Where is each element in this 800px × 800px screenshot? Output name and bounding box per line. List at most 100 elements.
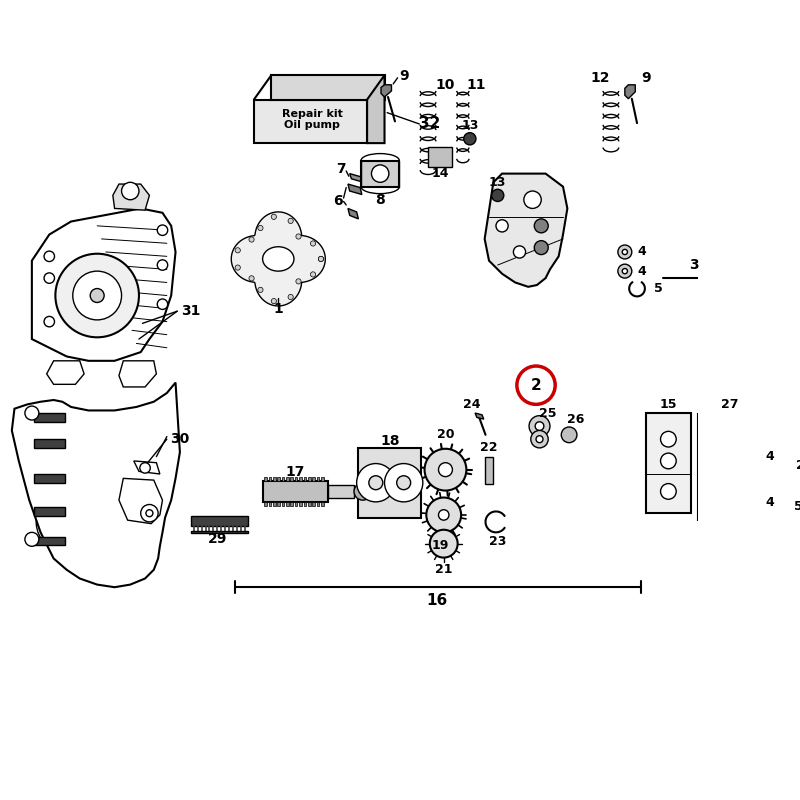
Polygon shape xyxy=(278,477,280,481)
Bar xyxy=(428,147,453,166)
Polygon shape xyxy=(485,174,567,287)
Text: 14: 14 xyxy=(431,167,449,180)
Circle shape xyxy=(235,248,240,253)
Bar xyxy=(34,413,65,422)
Circle shape xyxy=(25,532,39,546)
Text: 4: 4 xyxy=(637,265,646,278)
Circle shape xyxy=(44,251,54,262)
Polygon shape xyxy=(350,174,364,182)
Circle shape xyxy=(73,271,122,320)
Circle shape xyxy=(529,416,550,437)
Text: 1: 1 xyxy=(274,302,283,317)
Bar xyxy=(646,413,691,513)
Circle shape xyxy=(158,260,168,270)
Text: 12: 12 xyxy=(590,71,610,85)
Text: 13: 13 xyxy=(489,176,506,189)
Polygon shape xyxy=(367,75,385,143)
Bar xyxy=(358,448,421,518)
Circle shape xyxy=(766,486,772,491)
Circle shape xyxy=(492,190,504,202)
Circle shape xyxy=(661,431,676,447)
Circle shape xyxy=(141,505,158,522)
Bar xyxy=(34,439,65,448)
Circle shape xyxy=(258,287,263,293)
Circle shape xyxy=(714,270,730,286)
Ellipse shape xyxy=(47,498,104,546)
Polygon shape xyxy=(317,477,319,481)
Circle shape xyxy=(425,449,466,490)
Polygon shape xyxy=(348,209,358,219)
Polygon shape xyxy=(295,502,298,506)
Bar xyxy=(328,486,354,498)
Circle shape xyxy=(146,510,153,517)
Circle shape xyxy=(271,214,277,219)
Polygon shape xyxy=(317,502,319,506)
Polygon shape xyxy=(312,502,315,506)
Circle shape xyxy=(661,453,676,469)
Polygon shape xyxy=(348,184,362,194)
Circle shape xyxy=(438,462,453,477)
Polygon shape xyxy=(299,502,302,506)
Bar xyxy=(717,273,727,283)
Polygon shape xyxy=(134,461,160,474)
Circle shape xyxy=(249,237,254,242)
Circle shape xyxy=(618,264,632,278)
Polygon shape xyxy=(321,477,323,481)
Bar xyxy=(361,161,399,186)
Circle shape xyxy=(661,483,676,499)
Text: 15: 15 xyxy=(660,398,677,411)
Polygon shape xyxy=(303,502,306,506)
Circle shape xyxy=(430,530,458,558)
Polygon shape xyxy=(308,502,310,506)
Polygon shape xyxy=(119,361,156,387)
Polygon shape xyxy=(273,477,276,481)
Circle shape xyxy=(158,225,168,235)
Polygon shape xyxy=(282,502,284,506)
Circle shape xyxy=(271,298,277,304)
Text: 10: 10 xyxy=(436,78,455,92)
Circle shape xyxy=(288,218,294,223)
Circle shape xyxy=(517,366,555,404)
Polygon shape xyxy=(381,85,391,97)
Bar xyxy=(34,537,65,546)
Circle shape xyxy=(44,273,54,283)
Circle shape xyxy=(707,431,723,447)
Polygon shape xyxy=(299,477,302,481)
Polygon shape xyxy=(119,478,162,524)
Text: 5: 5 xyxy=(794,500,800,513)
Circle shape xyxy=(536,436,543,442)
Circle shape xyxy=(734,462,750,478)
Circle shape xyxy=(622,269,627,274)
Text: 18: 18 xyxy=(380,434,399,448)
Circle shape xyxy=(369,476,382,490)
Bar xyxy=(698,414,761,520)
Text: 6: 6 xyxy=(333,194,342,209)
Circle shape xyxy=(496,220,508,232)
Circle shape xyxy=(258,226,263,230)
Bar xyxy=(191,516,248,526)
Circle shape xyxy=(707,462,723,478)
Polygon shape xyxy=(12,382,180,587)
Text: 5: 5 xyxy=(654,282,663,295)
Text: 24: 24 xyxy=(463,398,480,411)
Text: 19: 19 xyxy=(431,539,449,552)
Circle shape xyxy=(397,476,410,490)
Circle shape xyxy=(249,276,254,281)
Circle shape xyxy=(55,254,139,338)
Circle shape xyxy=(25,406,39,420)
Circle shape xyxy=(707,492,723,508)
Circle shape xyxy=(288,294,294,299)
Text: 9: 9 xyxy=(641,71,650,85)
Circle shape xyxy=(158,299,168,310)
Circle shape xyxy=(535,422,544,430)
Text: 27: 27 xyxy=(721,398,738,411)
Polygon shape xyxy=(46,361,84,384)
Polygon shape xyxy=(290,502,293,506)
Circle shape xyxy=(766,467,772,472)
Polygon shape xyxy=(321,502,323,506)
Circle shape xyxy=(235,265,240,270)
Polygon shape xyxy=(625,85,635,98)
Text: 29: 29 xyxy=(208,532,227,546)
Circle shape xyxy=(464,133,476,145)
Text: 32: 32 xyxy=(419,117,441,131)
